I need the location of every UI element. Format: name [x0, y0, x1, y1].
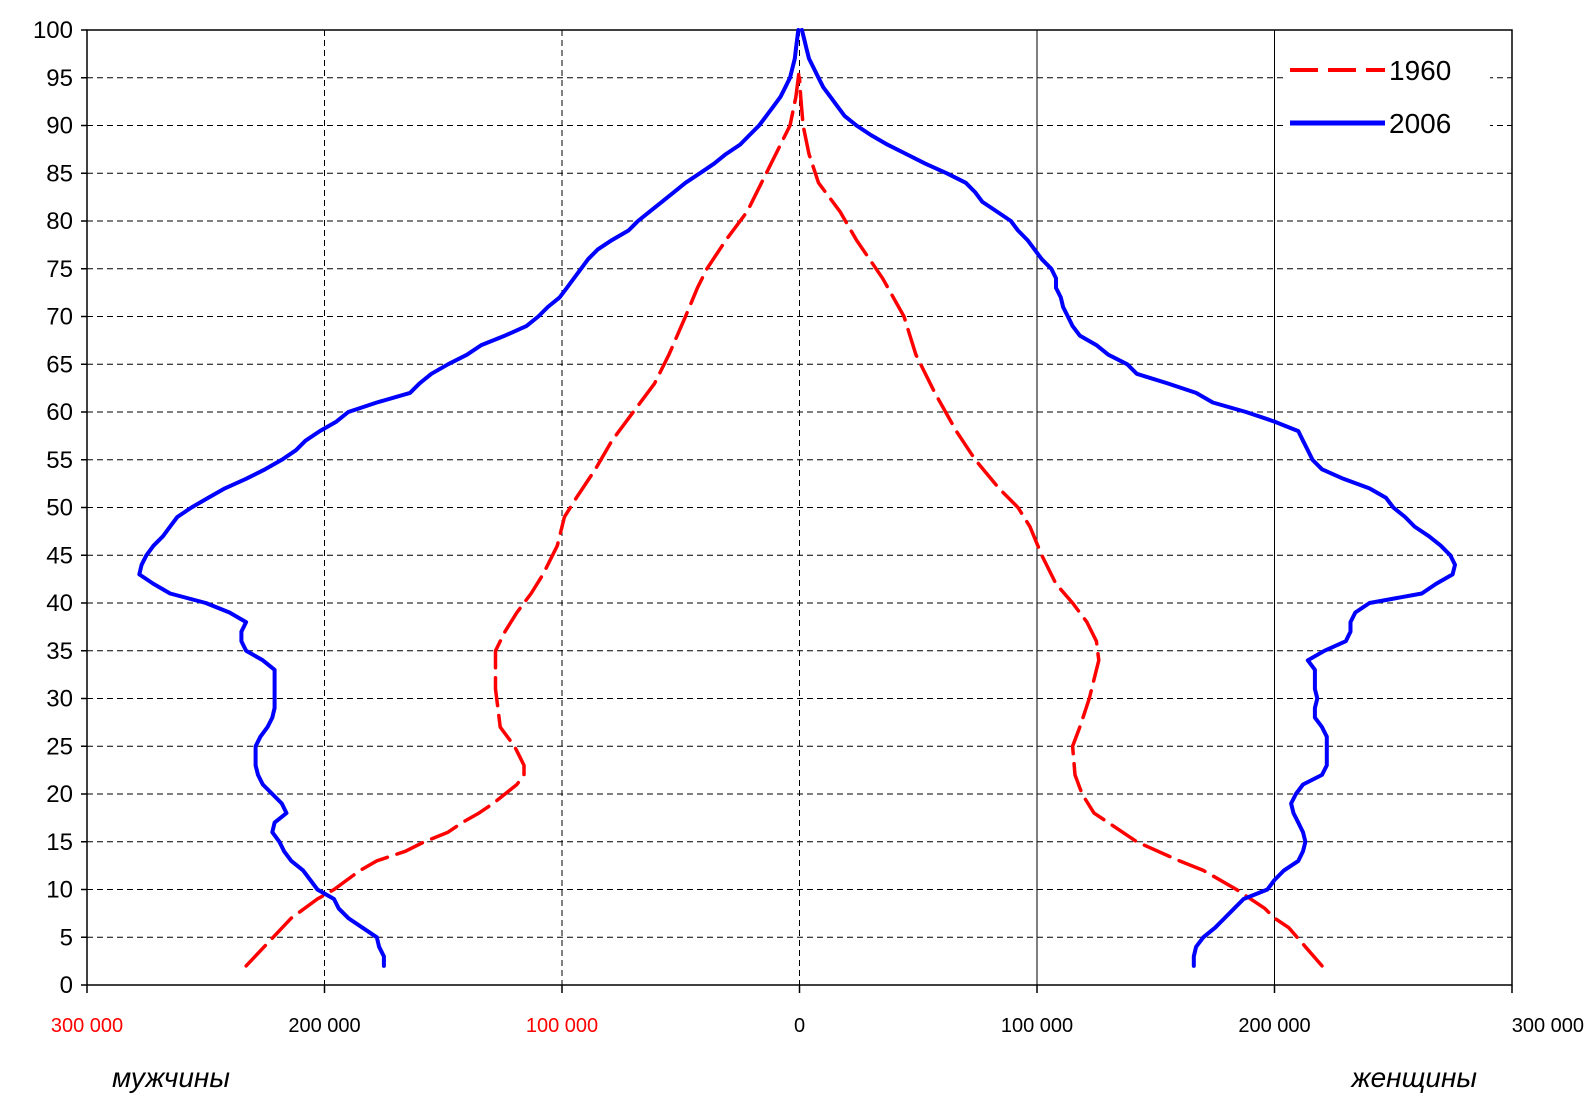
x-tick-label: 300 000 — [51, 1015, 123, 1037]
y-tick-label: 45 — [46, 542, 73, 569]
y-tick-label: 65 — [46, 351, 73, 378]
y-tick-label: 35 — [46, 638, 73, 665]
y-tick-label: 100 — [33, 17, 73, 44]
male-side-label: мужчины — [112, 1062, 230, 1093]
legend: 1960 2006 — [1285, 42, 1490, 152]
grid — [87, 29, 1512, 985]
y-tick-label: 80 — [46, 208, 73, 235]
series-1960-female-line — [797, 76, 1324, 968]
y-tick-label: 5 — [60, 924, 73, 951]
x-tick-label: 100 000 — [1001, 1015, 1073, 1037]
x-tick-label: 100 000 — [526, 1015, 598, 1037]
series-layer — [137, 28, 1457, 968]
y-tick-label: 25 — [46, 733, 73, 760]
y-tick-label: 60 — [46, 399, 73, 426]
y-tick-label: 40 — [46, 590, 73, 617]
y-tick-label: 95 — [46, 65, 73, 92]
x-tick-label: 200 000 — [1238, 1015, 1310, 1037]
x-tick-label: 300 000 — [1512, 1015, 1584, 1037]
series-2006-male-line — [137, 28, 801, 968]
y-tick-label: 50 — [46, 495, 73, 522]
y-tick-label: 90 — [46, 113, 73, 140]
x-axis-ticks: 300 000 200 000 100 000 0 100 000 200 000 300 … — [51, 985, 1584, 1037]
y-tick-label: 0 — [60, 972, 73, 999]
y-tick-label: 30 — [46, 686, 73, 713]
x-tick-label: 0 — [794, 1015, 805, 1037]
y-tick-label: 85 — [46, 160, 73, 187]
y-axis-ticks: 0 5 10 15 20 25 30 35 40 45 50 55 60 65 70 75 80 85 90 95 10… — [33, 17, 87, 999]
y-tick-label: 15 — [46, 829, 73, 856]
y-tick-label: 20 — [46, 781, 73, 808]
y-tick-label: 75 — [46, 256, 73, 283]
y-tick-label: 70 — [46, 304, 73, 331]
y-tick-label: 10 — [46, 877, 73, 904]
legend-background — [1285, 42, 1490, 152]
female-side-label: женщины — [1349, 1062, 1477, 1093]
series-2006-female-line — [799, 28, 1457, 968]
x-tick-label: 200 000 — [288, 1015, 360, 1037]
y-tick-label: 55 — [46, 447, 73, 474]
legend-label-1960: 1960 — [1389, 55, 1451, 86]
series-1960-male-line — [244, 66, 802, 968]
legend-label-2006: 2006 — [1389, 108, 1451, 139]
